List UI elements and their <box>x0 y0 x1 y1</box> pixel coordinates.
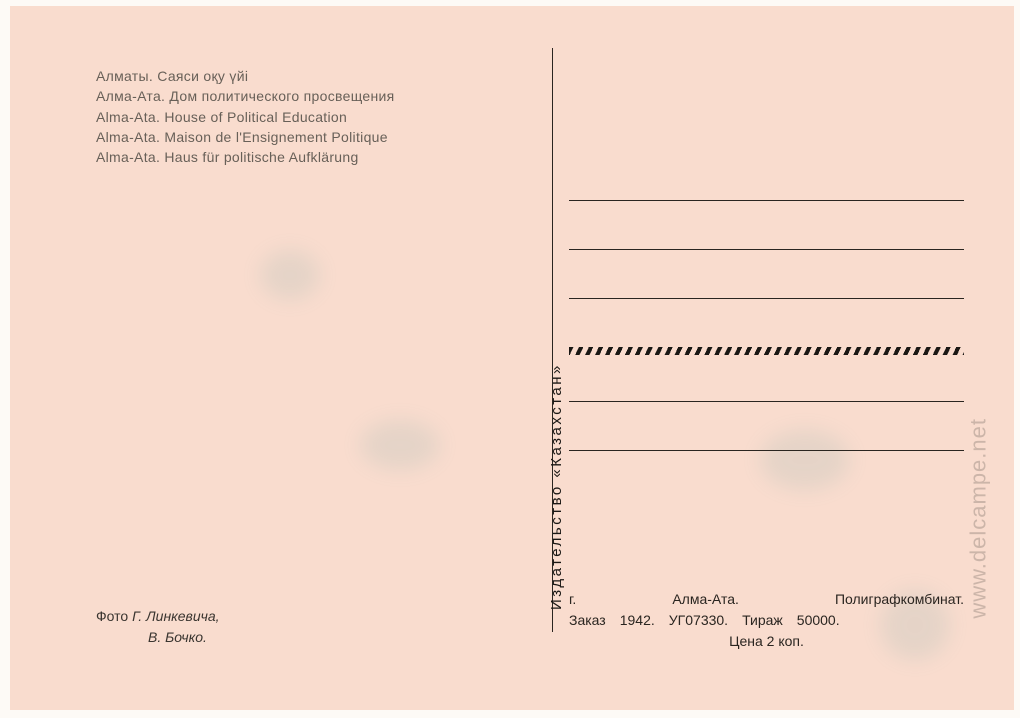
print-row-3: Цена 2 коп. <box>569 631 964 652</box>
order-no: 1942. <box>620 610 655 631</box>
plant: Полиграфкомбинат. <box>835 589 964 610</box>
address-hatch-line <box>569 347 964 355</box>
caption-de: Alma-Ata. Haus für politische Aufklärung <box>96 147 394 167</box>
print-row-1: г. Алма-Ата. Полиграфкомбинат. <box>569 589 964 610</box>
address-lines <box>569 200 964 499</box>
tirazh-label: Тираж <box>742 610 783 631</box>
address-line <box>569 401 964 402</box>
edge <box>1014 0 1020 718</box>
credit-line-1: Фото Г. Линкевича, <box>96 606 220 627</box>
address-line <box>569 298 964 299</box>
credit-name-1: Г. Линкевича, <box>132 608 220 624</box>
credit-line-2: В. Бочко. <box>96 627 220 648</box>
edge <box>0 0 1020 6</box>
address-line <box>569 200 964 201</box>
edge <box>0 710 1020 718</box>
print-row-2: Заказ 1942. УГ07330. Тираж 50000. <box>569 610 964 631</box>
city-label: г. <box>569 589 576 610</box>
price: Цена 2 коп. <box>729 633 804 649</box>
address-line <box>569 249 964 250</box>
smudge <box>360 420 440 470</box>
order-label: Заказ <box>569 610 606 631</box>
caption-ru: Алма-Ата. Дом политического просвещения <box>96 86 394 106</box>
publisher-text: Издательство «Казахстан» <box>548 363 565 610</box>
credit-name-2: В. Бочко. <box>148 629 207 645</box>
address-line <box>569 450 964 451</box>
credit-prefix: Фото <box>96 608 132 624</box>
smudge <box>260 250 320 300</box>
print-info: г. Алма-Ата. Полиграфкомбинат. Заказ 194… <box>569 589 964 652</box>
postcard-back: Алматы. Саяси оқу үйі Алма-Ата. Дом поли… <box>0 0 1020 718</box>
watermark: www.delcampe.net <box>966 418 992 619</box>
photo-credit: Фото Г. Линкевича, В. Бочко. <box>96 606 220 648</box>
caption-kk: Алматы. Саяси оқу үйі <box>96 66 394 86</box>
code: УГ07330. <box>669 610 728 631</box>
caption-block: Алматы. Саяси оқу үйі Алма-Ата. Дом поли… <box>96 66 394 167</box>
city: Алма-Ата. <box>672 589 739 610</box>
tirazh: 50000. <box>797 610 840 631</box>
caption-fr: Alma-Ata. Maison de l'Ensignement Politi… <box>96 127 394 147</box>
caption-en: Alma-Ata. House of Political Education <box>96 107 394 127</box>
edge <box>0 0 10 718</box>
